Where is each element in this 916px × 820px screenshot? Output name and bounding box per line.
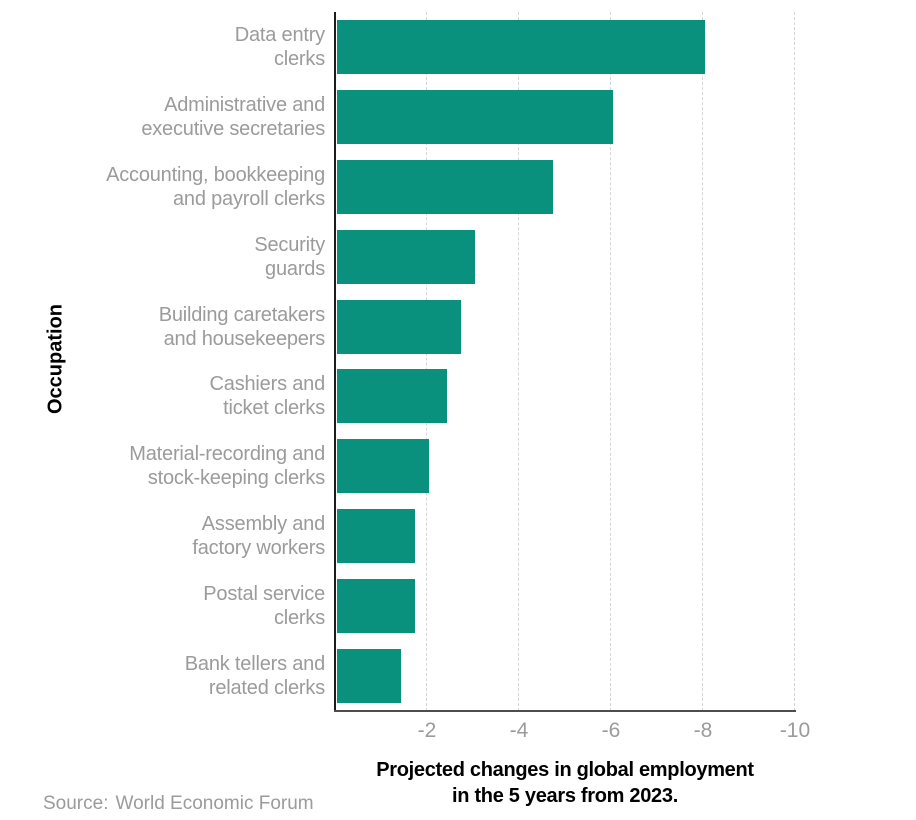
x-axis-title: Projected changes in global employment i… [280, 757, 850, 809]
category-label: Data entry clerks [234, 23, 325, 70]
chart-row: Bank tellers and related clerks [0, 641, 795, 711]
chart-row: Building caretakers and housekeepers [0, 292, 795, 362]
y-axis-line [334, 12, 336, 712]
chart-row: Postal service clerks [0, 571, 795, 641]
category-label: Building caretakers and housekeepers [158, 303, 325, 350]
bar [337, 299, 462, 354]
x-tick-label: -8 [693, 719, 713, 742]
category-label: Bank tellers and related clerks [184, 653, 325, 700]
bar [337, 649, 402, 704]
chart-row: Administrative and executive secretaries [0, 82, 795, 152]
category-label: Cashiers and ticket clerks [209, 373, 326, 420]
source-label: Source: [43, 793, 109, 814]
x-axis-line [334, 710, 796, 712]
chart-row: Accounting, bookkeeping and payroll clerk… [0, 152, 795, 222]
gridline--2 [426, 12, 427, 711]
gridline--8 [702, 12, 703, 711]
chart-row: Security guards [0, 222, 795, 292]
x-tick-label: -2 [417, 719, 437, 742]
source-value: World Economic Forum [115, 793, 314, 814]
x-tick-label: -10 [779, 719, 811, 742]
x-axis-title-line1: Projected changes in global employment [376, 759, 754, 781]
bar [337, 579, 416, 634]
gridline--10 [794, 12, 795, 711]
category-label: Administrative and executive secretaries [141, 93, 325, 140]
bar [337, 509, 416, 564]
chart-row: Material-recording and stock-keeping cler… [0, 431, 795, 501]
chart-row: Cashiers and ticket clerks [0, 362, 795, 432]
category-label: Material-recording and stock-keeping cler… [129, 443, 325, 490]
bar [337, 369, 448, 424]
category-label: Security guards [254, 233, 325, 280]
bar [337, 439, 429, 494]
x-axis-title-line2: in the 5 years from 2023. [452, 785, 678, 807]
chart-row: Data entry clerks [0, 12, 795, 82]
bar [337, 159, 554, 214]
bar-rows: Data entry clerks Administrative and execut… [0, 12, 795, 711]
bar [337, 89, 613, 144]
x-tick-label: -6 [601, 719, 621, 742]
plot-area [335, 12, 795, 711]
gridline--6 [610, 12, 611, 711]
category-label: Assembly and factory workers [192, 513, 325, 560]
category-label: Accounting, bookkeeping and payroll clerk… [106, 163, 325, 210]
chart-row: Assembly and factory workers [0, 501, 795, 571]
gridline--4 [518, 12, 519, 711]
bar [337, 19, 705, 74]
source-note: Source: World Economic Forum [43, 793, 314, 815]
category-label: Postal service clerks [203, 583, 325, 630]
x-tick-label: -4 [509, 719, 529, 742]
bar [337, 229, 475, 284]
